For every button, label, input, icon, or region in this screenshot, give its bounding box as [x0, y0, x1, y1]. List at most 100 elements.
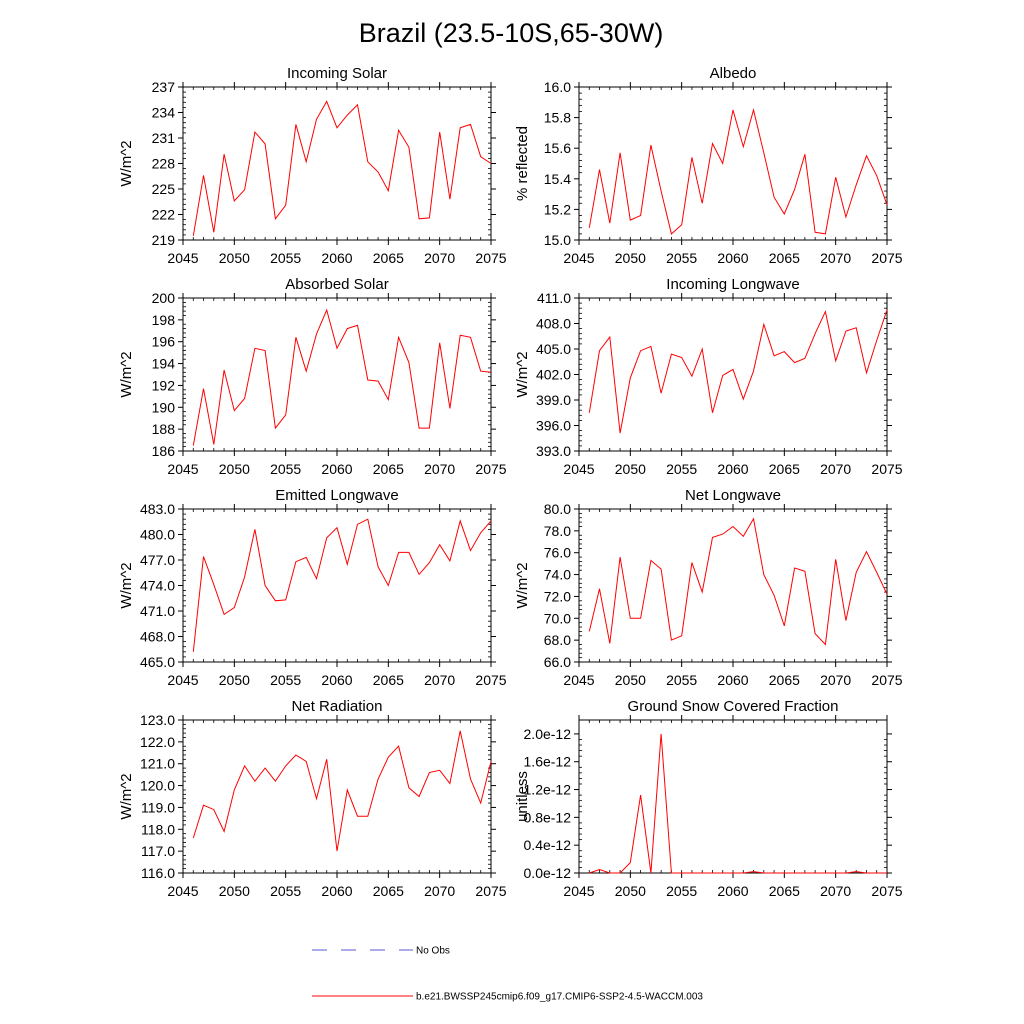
y-tick-label: 477.0 — [140, 552, 175, 568]
x-tick-label: 2070 — [820, 672, 851, 688]
x-tick-label: 2070 — [820, 461, 851, 477]
x-tick-label: 2075 — [475, 883, 506, 899]
y-tick-label: 15.2 — [544, 201, 571, 217]
x-tick-label: 2065 — [769, 883, 800, 899]
x-tick-label: 2055 — [666, 250, 697, 266]
y-tick-label: 405.0 — [536, 341, 571, 357]
y-axis-label: unitless — [514, 771, 531, 822]
y-tick-label: 80.0 — [544, 501, 571, 517]
panel-ground-snow-covered-fraction: Ground Snow Covered Fraction 2045 2050 2055… — [514, 698, 903, 899]
panels: Incoming Solar 2045 2050 2055 2060 2065 2070 20… — [118, 65, 903, 899]
y-tick-label: 228 — [152, 156, 176, 172]
panel-net-radiation: Net Radiation 2045 2050 2055 2060 2065 2070 207… — [118, 698, 507, 899]
series-line — [589, 733, 887, 874]
panel-incoming-longwave: Incoming Longwave 2045 2050 2055 2060 2065 207… — [514, 276, 903, 477]
x-tick-label: 2070 — [424, 250, 455, 266]
x-tick-label: 2075 — [871, 883, 902, 899]
panel-net-longwave: Net Longwave 2045 2050 2055 2060 2065 2070 2075… — [514, 487, 903, 688]
y-tick-label: 118.0 — [141, 821, 175, 837]
x-tick-label: 2060 — [717, 883, 748, 899]
y-tick-label: 402.0 — [536, 367, 571, 383]
legend-entry-no-obs: No Obs — [312, 946, 450, 957]
panel-title: Ground Snow Covered Fraction — [628, 698, 839, 715]
figure-title: Brazil (23.5-10S,65-30W) — [359, 18, 664, 48]
x-tick-label: 2050 — [219, 672, 250, 688]
y-tick-label: 15.6 — [544, 140, 571, 156]
plot-frame — [182, 508, 492, 663]
x-tick-label: 2065 — [769, 672, 800, 688]
y-tick-label: 190 — [152, 399, 176, 415]
x-tick-label: 2065 — [769, 250, 800, 266]
x-tick-label: 2055 — [666, 461, 697, 477]
x-tick-label: 2045 — [167, 672, 198, 688]
y-tick-label: 15.4 — [544, 171, 571, 187]
x-tick-label: 2055 — [270, 250, 301, 266]
y-tick-label: 231 — [152, 130, 176, 146]
panel-title: Net Radiation — [292, 698, 383, 715]
y-tick-label: 15.0 — [544, 232, 571, 248]
x-tick-label: 2050 — [615, 672, 646, 688]
y-axis-label: W/m^2 — [514, 562, 531, 608]
panel-title: Net Longwave — [685, 487, 781, 504]
panel-title: Incoming Longwave — [666, 276, 799, 293]
x-tick-label: 2045 — [167, 461, 198, 477]
x-tick-label: 2070 — [820, 250, 851, 266]
series-line — [192, 518, 492, 652]
y-tick-label: 66.0 — [544, 654, 571, 670]
y-tick-label: 194 — [152, 356, 176, 372]
y-tick-label: 123.0 — [140, 712, 175, 728]
x-tick-label: 2070 — [424, 672, 455, 688]
x-tick-label: 2075 — [475, 672, 506, 688]
y-tick-label: 408.0 — [536, 316, 571, 332]
y-tick-label: 117.0 — [141, 843, 175, 859]
x-tick-label: 2065 — [373, 250, 404, 266]
x-tick-label: 2065 — [769, 461, 800, 477]
x-tick-label: 2060 — [717, 250, 748, 266]
panel-title: Incoming Solar — [287, 65, 387, 82]
legend: No Obs b.e21.BWSSP245cmip6.f09_g17.CMIP6… — [312, 946, 703, 1003]
y-tick-label: 1.6e-12 — [524, 754, 572, 770]
x-tick-label: 2050 — [219, 250, 250, 266]
x-tick-label: 2075 — [871, 672, 902, 688]
x-tick-label: 2075 — [871, 461, 902, 477]
x-tick-label: 2045 — [167, 883, 198, 899]
x-tick-label: 2055 — [666, 883, 697, 899]
y-tick-label: 200 — [152, 290, 176, 306]
legend-label-no-obs: No Obs — [416, 946, 450, 957]
plot-frame — [578, 297, 888, 452]
y-tick-label: 219 — [152, 232, 176, 248]
plot-frame — [578, 719, 888, 874]
y-tick-label: 396.0 — [536, 418, 571, 434]
y-tick-label: 483.0 — [140, 501, 175, 517]
x-tick-label: 2060 — [321, 461, 352, 477]
y-tick-label: 116.0 — [141, 865, 175, 881]
y-tick-label: 76.0 — [544, 545, 571, 561]
panel-title: Emitted Longwave — [275, 487, 398, 504]
legend-entry-model: b.e21.BWSSP245cmip6.f09_g17.CMIP6-SSP2-4… — [312, 992, 703, 1003]
x-tick-label: 2050 — [219, 883, 250, 899]
y-tick-label: 68.0 — [544, 632, 571, 648]
y-tick-label: 471.0 — [140, 603, 175, 619]
panel-albedo: Albedo 2045 2050 2055 2060 2065 2070 2075 15.0 15… — [514, 65, 903, 266]
x-tick-label: 2065 — [373, 672, 404, 688]
x-tick-label: 2050 — [615, 250, 646, 266]
y-tick-label: 188 — [152, 421, 176, 437]
x-tick-label: 2065 — [373, 883, 404, 899]
panel-emitted-longwave: Emitted Longwave 2045 2050 2055 2060 2065 2070… — [118, 487, 507, 688]
y-tick-label: 196 — [152, 334, 176, 350]
y-tick-label: 186 — [152, 443, 176, 459]
x-tick-label: 2065 — [373, 461, 404, 477]
x-tick-label: 2045 — [563, 672, 594, 688]
x-tick-label: 2060 — [717, 461, 748, 477]
y-tick-label: 78.0 — [544, 523, 571, 539]
x-tick-label: 2075 — [475, 461, 506, 477]
series-line — [192, 730, 492, 852]
y-tick-label: 393.0 — [536, 443, 571, 459]
y-tick-label: 72.0 — [544, 588, 571, 604]
y-tick-label: 121.0 — [140, 756, 175, 772]
y-tick-label: 0.0e-12 — [524, 865, 572, 881]
series-line — [588, 517, 888, 646]
y-tick-label: 0.8e-12 — [524, 809, 572, 825]
y-axis-label: W/m^2 — [514, 351, 531, 397]
